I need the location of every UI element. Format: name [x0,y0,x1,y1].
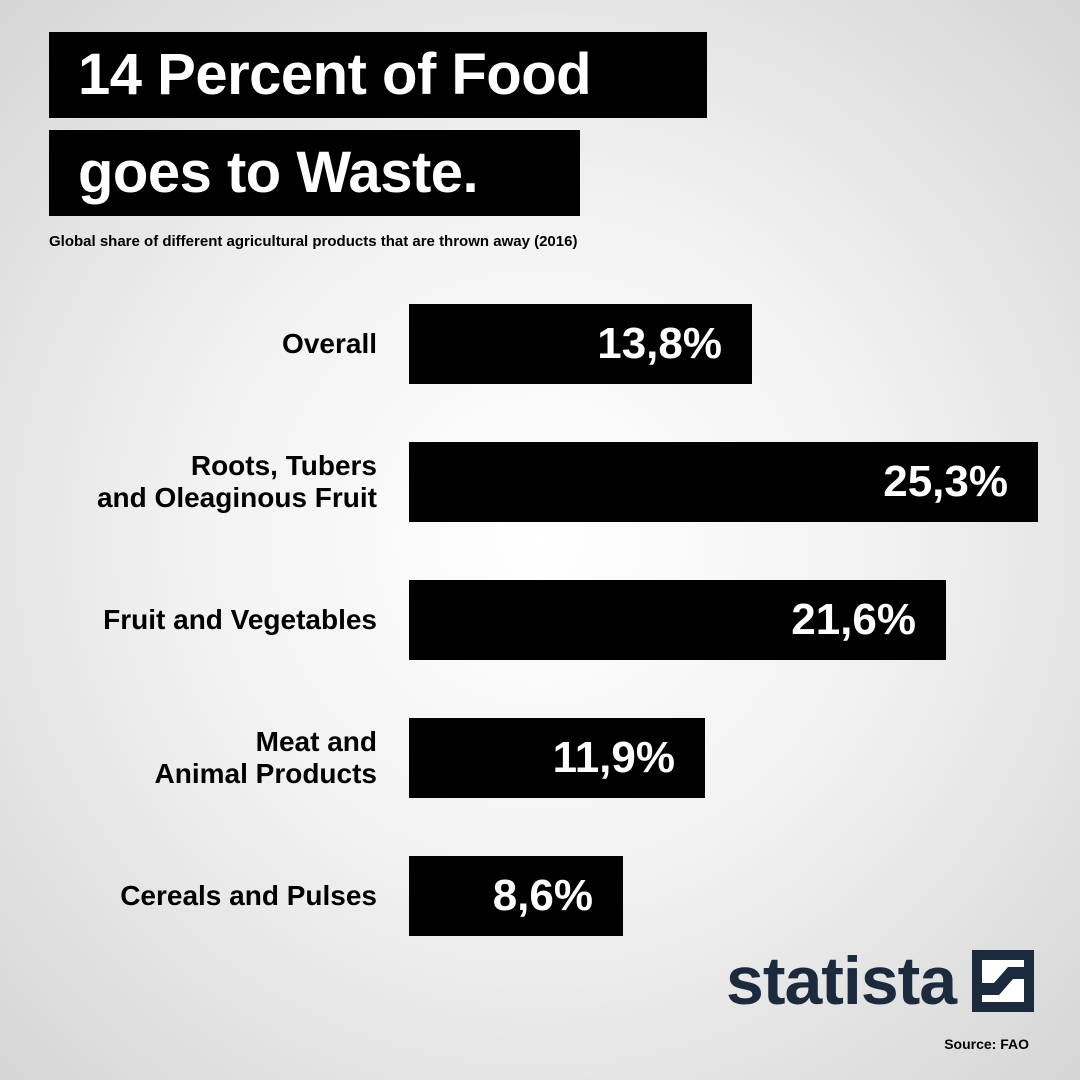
bar-value-label: 8,6% [492,871,593,920]
category-label: Cereals and Pulses [17,880,377,912]
statista-mark-icon [972,950,1035,1012]
chart-subtitle: Global share of different agricultural p… [49,233,578,250]
statista-logo: statista [726,943,1035,1019]
category-label-line: Fruit and Vegetables [103,604,377,635]
category-label: Fruit and Vegetables [17,604,377,636]
category-label-line: Roots, Tubers [190,450,377,481]
source-note: Source: FAO [944,1036,1029,1052]
category-label-line: Animal Products [154,758,377,789]
logo-text: statista [726,943,957,1019]
bar [409,442,1038,522]
bar [409,580,946,660]
category-label-line: Meat and [255,726,377,757]
title-line-1: 14 Percent of Food [49,32,707,118]
category-label-line: and Oleaginous Fruit [96,482,377,513]
category-label: Roots, Tubers and Oleaginous Fruit [17,450,377,514]
bar-value-label: 25,3% [883,457,1008,506]
bar-value-label: 21,6% [791,595,916,644]
category-label: Overall [17,328,377,360]
bar [409,856,623,936]
title-line-2: goes to Waste. [49,130,580,216]
bar-value-label: 13,8% [597,319,722,368]
category-label-line: Overall [282,328,377,359]
bar [409,304,752,384]
category-label-line: Cereals and Pulses [120,880,377,911]
bar-value-label: 11,9% [552,733,675,782]
bar [409,718,705,798]
category-label: Meat and Animal Products [17,726,377,790]
